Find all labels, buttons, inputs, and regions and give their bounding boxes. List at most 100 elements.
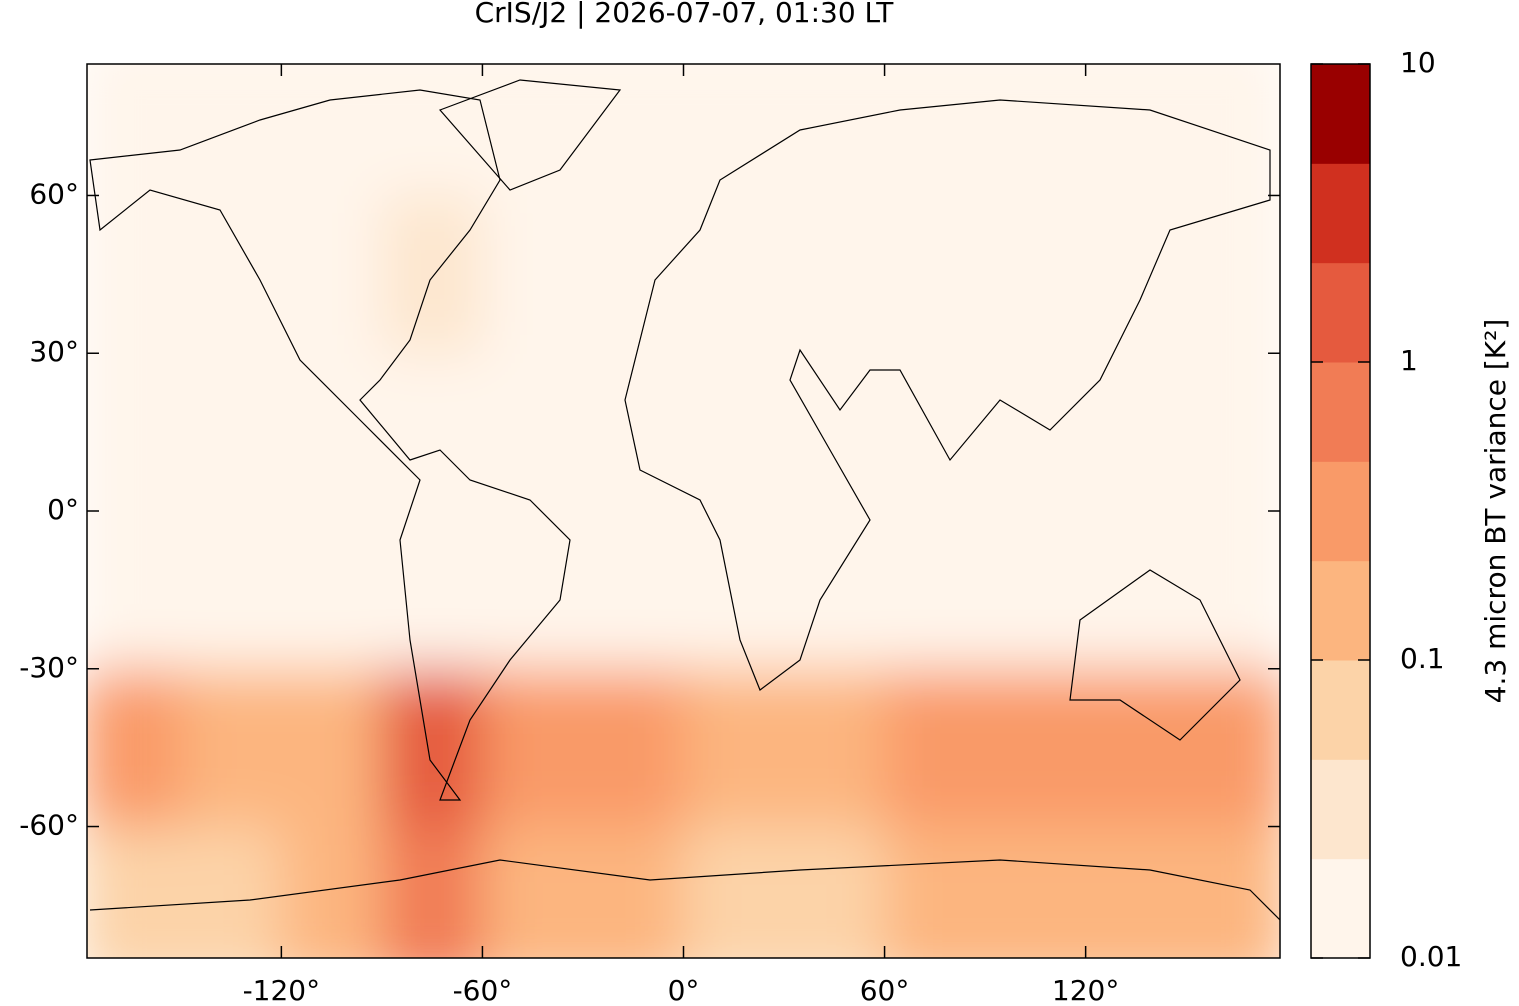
colorbar-swatch [1311,163,1370,264]
field-cell [985,668,1087,828]
field-cell [180,64,283,197]
field-cell [884,64,987,197]
colorbar-tick-label: 0.1 [1400,642,1445,675]
field-cell [683,826,786,958]
field-cell [87,353,182,512]
field-cell [582,826,685,958]
y-tick-label: -30° [19,651,79,684]
x-tick-label: 60° [860,974,910,1002]
field-cell [482,668,584,828]
field-cell [1186,668,1280,828]
field-cell [1186,826,1280,958]
field-cell [1085,64,1188,197]
field-cell [582,195,685,355]
chart-title: CrIS/J2 | 2026-07-07, 01:30 LT [475,0,895,29]
field-cell [281,195,383,355]
field-cell [281,353,383,512]
colorbar-swatch [1311,858,1370,959]
x-tick-label: 120° [1052,974,1119,1002]
field-cell [884,668,987,828]
field-cell [784,64,886,197]
field-cell [784,511,886,670]
field-cell [1186,64,1280,197]
field-cell [87,511,182,670]
field-cell [1085,195,1188,355]
field-cell [1085,353,1188,512]
field-cell [281,511,383,670]
field-cell [985,64,1087,197]
field-cell [784,195,886,355]
colorbar-swatch [1311,362,1370,462]
field-cell [683,511,786,670]
field-cell [381,64,484,197]
field-cell [87,668,182,828]
field-cell [884,511,987,670]
field-cell [582,353,685,512]
field-cell [180,353,283,512]
field-cell [683,353,786,512]
y-tick-label: 0° [47,493,79,526]
y-tick-label: -60° [19,809,79,842]
field-cell [381,511,484,670]
field-cell [683,668,786,828]
field-cell [582,511,685,670]
field-cell [381,353,484,512]
coastlines [89,79,1280,921]
field-cell [281,826,383,958]
field-cell [985,353,1087,512]
field-cell [281,64,383,197]
field-cell [1186,195,1280,355]
field-cell [985,511,1087,670]
field-cell [1186,511,1280,670]
colorbar-swatch [1311,461,1370,562]
field-cell [482,353,584,512]
colorbar-swatch [1311,759,1370,860]
colorbar-tick-label: 0.01 [1400,940,1462,973]
field-cell [784,826,886,958]
field-cell [482,826,584,958]
field-cell [1085,826,1188,958]
colorbar-swatch [1311,64,1370,164]
field-cell [985,826,1087,958]
field-cell [381,826,484,958]
field-cell [683,195,786,355]
field-cell [985,195,1087,355]
colorbar [1311,64,1370,959]
field-cell [784,668,886,828]
field-cell [582,64,685,197]
field-cell [381,668,484,828]
colorbar-tick-label: 1 [1400,344,1418,377]
field-cell [1085,511,1188,670]
field-cell [180,826,283,958]
field-cell [884,826,987,958]
colorbar-swatch [1311,560,1370,661]
colorbar-tick-label: 10 [1400,46,1436,79]
colorbar-frame [1310,63,1371,959]
field-cell [87,195,182,355]
x-tick-label: -120° [243,974,321,1002]
y-tick-label: 60° [29,177,79,210]
colorbar-swatch [1311,262,1370,363]
field-cell [381,195,484,355]
colorbar-swatch [1311,660,1370,760]
field-cell [87,826,182,958]
x-tick-label: 0° [668,974,700,1002]
field-cell [482,64,584,197]
field-cell [482,195,584,355]
field-cell [281,668,383,828]
field-cell [180,668,283,828]
field-cell [482,511,584,670]
y-tick-label: 30° [29,335,79,368]
x-tick-label: -60° [453,974,513,1002]
field-cell [683,64,786,197]
field-cell [784,353,886,512]
field [87,64,1280,958]
colorbar-label: 4.3 micron BT variance [K²] [1479,319,1512,704]
field-cell [1186,353,1280,512]
field-cell [180,511,283,670]
field-cell [884,195,987,355]
field-cell [1085,668,1188,828]
field-cell [180,195,283,355]
field-cell [87,64,182,197]
